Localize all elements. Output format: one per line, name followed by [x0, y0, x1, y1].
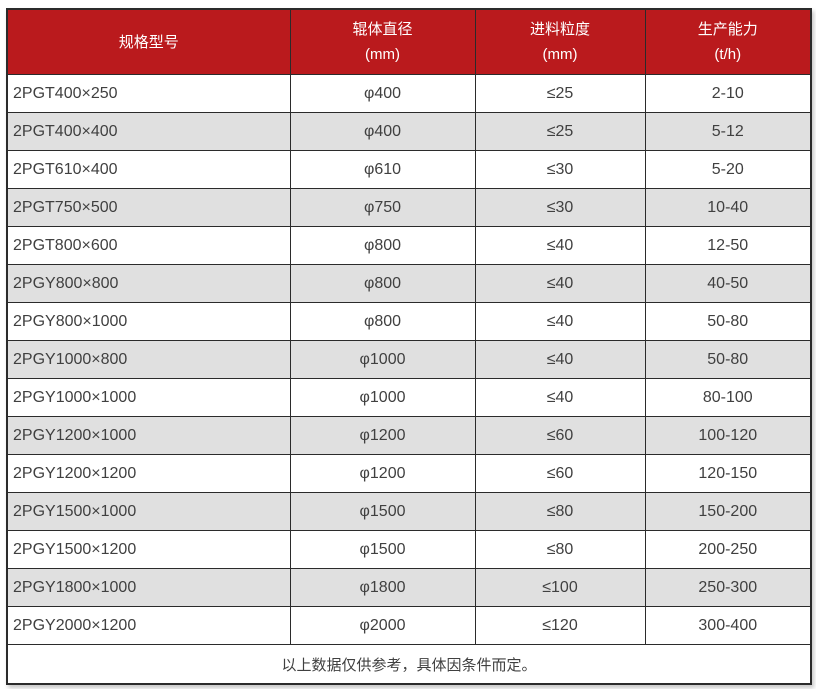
cell-roller-diameter: φ1500 — [289, 530, 476, 569]
table-row: 2PGT800×600 φ800 ≤40 12-50 — [6, 226, 812, 265]
col-header-roller-diameter: 辊体直径 (mm) — [289, 8, 476, 75]
cell-capacity: 2-10 — [644, 74, 812, 113]
cell-feed-size: ≤60 — [474, 454, 646, 493]
cell-capacity: 50-80 — [644, 340, 812, 379]
cell-feed-size: ≤40 — [474, 226, 646, 265]
cell-roller-diameter: φ800 — [289, 302, 476, 341]
table-row: 2PGY800×800 φ800 ≤40 40-50 — [6, 264, 812, 303]
cell-capacity: 120-150 — [644, 454, 812, 493]
cell-feed-size: ≤40 — [474, 264, 646, 303]
cell-roller-diameter: φ1500 — [289, 492, 476, 531]
header-row: 规格型号 辊体直径 (mm) 进料粒度 (mm) 生产能力 (t/h) — [6, 8, 812, 75]
cell-roller-diameter: φ800 — [289, 226, 476, 265]
col-header-feed-size-label: 进料粒度 — [529, 21, 590, 38]
table-footnote: 以上数据仅供参考，具体因条件而定。 — [6, 644, 812, 685]
col-header-capacity-label: 生产能力 — [697, 21, 758, 38]
cell-roller-diameter: φ1200 — [289, 454, 476, 493]
cell-roller-diameter: φ400 — [289, 112, 476, 151]
table-row: 2PGT610×400 φ610 ≤30 5-20 — [6, 150, 812, 189]
cell-capacity: 5-20 — [644, 150, 812, 189]
footnote-row: 以上数据仅供参考，具体因条件而定。 — [6, 644, 812, 685]
cell-roller-diameter: φ800 — [289, 264, 476, 303]
cell-feed-size: ≤80 — [474, 530, 646, 569]
table-row: 2PGY1000×1000 φ1000 ≤40 80-100 — [6, 378, 812, 417]
table-header: 规格型号 辊体直径 (mm) 进料粒度 (mm) 生产能力 (t/h) — [6, 8, 812, 75]
cell-model: 2PGY2000×1200 — [6, 606, 291, 645]
cell-feed-size: ≤40 — [474, 340, 646, 379]
cell-model: 2PGY1500×1000 — [6, 492, 291, 531]
cell-model: 2PGY1000×1000 — [6, 378, 291, 417]
cell-roller-diameter: φ750 — [289, 188, 476, 227]
cell-capacity: 300-400 — [644, 606, 812, 645]
cell-feed-size: ≤60 — [474, 416, 646, 455]
cell-capacity: 100-120 — [644, 416, 812, 455]
col-header-model: 规格型号 — [6, 8, 291, 75]
table-row: 2PGY1000×800 φ1000 ≤40 50-80 — [6, 340, 812, 379]
cell-capacity: 80-100 — [644, 378, 812, 417]
cell-roller-diameter: φ1000 — [289, 340, 476, 379]
cell-model: 2PGT610×400 — [6, 150, 291, 189]
cell-feed-size: ≤100 — [474, 568, 646, 607]
col-header-model-label: 规格型号 — [118, 33, 179, 51]
cell-roller-diameter: φ400 — [289, 74, 476, 113]
cell-feed-size: ≤80 — [474, 492, 646, 531]
table-row: 2PGY1200×1000 φ1200 ≤60 100-120 — [6, 416, 812, 455]
table-body: 2PGT400×250 φ400 ≤25 2-10 2PGT400×400 φ400 ≤25… — [6, 74, 812, 645]
cell-capacity: 250-300 — [644, 568, 812, 607]
cell-feed-size: ≤30 — [474, 150, 646, 189]
cell-model: 2PGY800×800 — [6, 264, 291, 303]
cell-capacity: 200-250 — [644, 530, 812, 569]
col-header-roller-diameter-label: 辊体直径 — [352, 21, 413, 38]
cell-capacity: 40-50 — [644, 264, 812, 303]
table-row: 2PGY1200×1200 φ1200 ≤60 120-150 — [6, 454, 812, 493]
cell-feed-size: ≤40 — [474, 302, 646, 341]
col-header-feed-size: 进料粒度 (mm) — [474, 8, 646, 75]
table-row: 2PGY2000×1200 φ2000 ≤120 300-400 — [6, 606, 812, 645]
cell-roller-diameter: φ610 — [289, 150, 476, 189]
cell-model: 2PGY1200×1200 — [6, 454, 291, 493]
cell-feed-size: ≤40 — [474, 378, 646, 417]
cell-model: 2PGY1800×1000 — [6, 568, 291, 607]
cell-capacity: 5-12 — [644, 112, 812, 151]
cell-model: 2PGY800×1000 — [6, 302, 291, 341]
col-header-capacity: 生产能力 (t/h) — [644, 8, 812, 75]
table-row: 2PGT400×400 φ400 ≤25 5-12 — [6, 112, 812, 151]
cell-model: 2PGY1000×800 — [6, 340, 291, 379]
cell-feed-size: ≤25 — [474, 74, 646, 113]
table-row: 2PGY1800×1000 φ1800 ≤100 250-300 — [6, 568, 812, 607]
cell-roller-diameter: φ1000 — [289, 378, 476, 417]
cell-capacity: 50-80 — [644, 302, 812, 341]
cell-model: 2PGT800×600 — [6, 226, 291, 265]
table-footer: 以上数据仅供参考，具体因条件而定。 — [6, 644, 812, 685]
spec-table: 规格型号 辊体直径 (mm) 进料粒度 (mm) 生产能力 (t/h) 2PGT… — [6, 8, 812, 685]
cell-roller-diameter: φ2000 — [289, 606, 476, 645]
cell-model: 2PGY1200×1000 — [6, 416, 291, 455]
col-header-roller-diameter-unit: (mm) — [365, 46, 400, 63]
cell-model: 2PGT750×500 — [6, 188, 291, 227]
cell-model: 2PGT400×250 — [6, 74, 291, 113]
table-row: 2PGT750×500 φ750 ≤30 10-40 — [6, 188, 812, 227]
cell-feed-size: ≤25 — [474, 112, 646, 151]
table-row: 2PGY800×1000 φ800 ≤40 50-80 — [6, 302, 812, 341]
cell-capacity: 12-50 — [644, 226, 812, 265]
table-row: 2PGT400×250 φ400 ≤25 2-10 — [6, 74, 812, 113]
table-row: 2PGY1500×1000 φ1500 ≤80 150-200 — [6, 492, 812, 531]
cell-roller-diameter: φ1200 — [289, 416, 476, 455]
cell-feed-size: ≤30 — [474, 188, 646, 227]
cell-model: 2PGY1500×1200 — [6, 530, 291, 569]
col-header-capacity-unit: (t/h) — [714, 46, 742, 63]
cell-capacity: 10-40 — [644, 188, 812, 227]
cell-model: 2PGT400×400 — [6, 112, 291, 151]
cell-capacity: 150-200 — [644, 492, 812, 531]
table-row: 2PGY1500×1200 φ1500 ≤80 200-250 — [6, 530, 812, 569]
col-header-feed-size-unit: (mm) — [542, 46, 578, 63]
cell-feed-size: ≤120 — [474, 606, 646, 645]
cell-roller-diameter: φ1800 — [289, 568, 476, 607]
